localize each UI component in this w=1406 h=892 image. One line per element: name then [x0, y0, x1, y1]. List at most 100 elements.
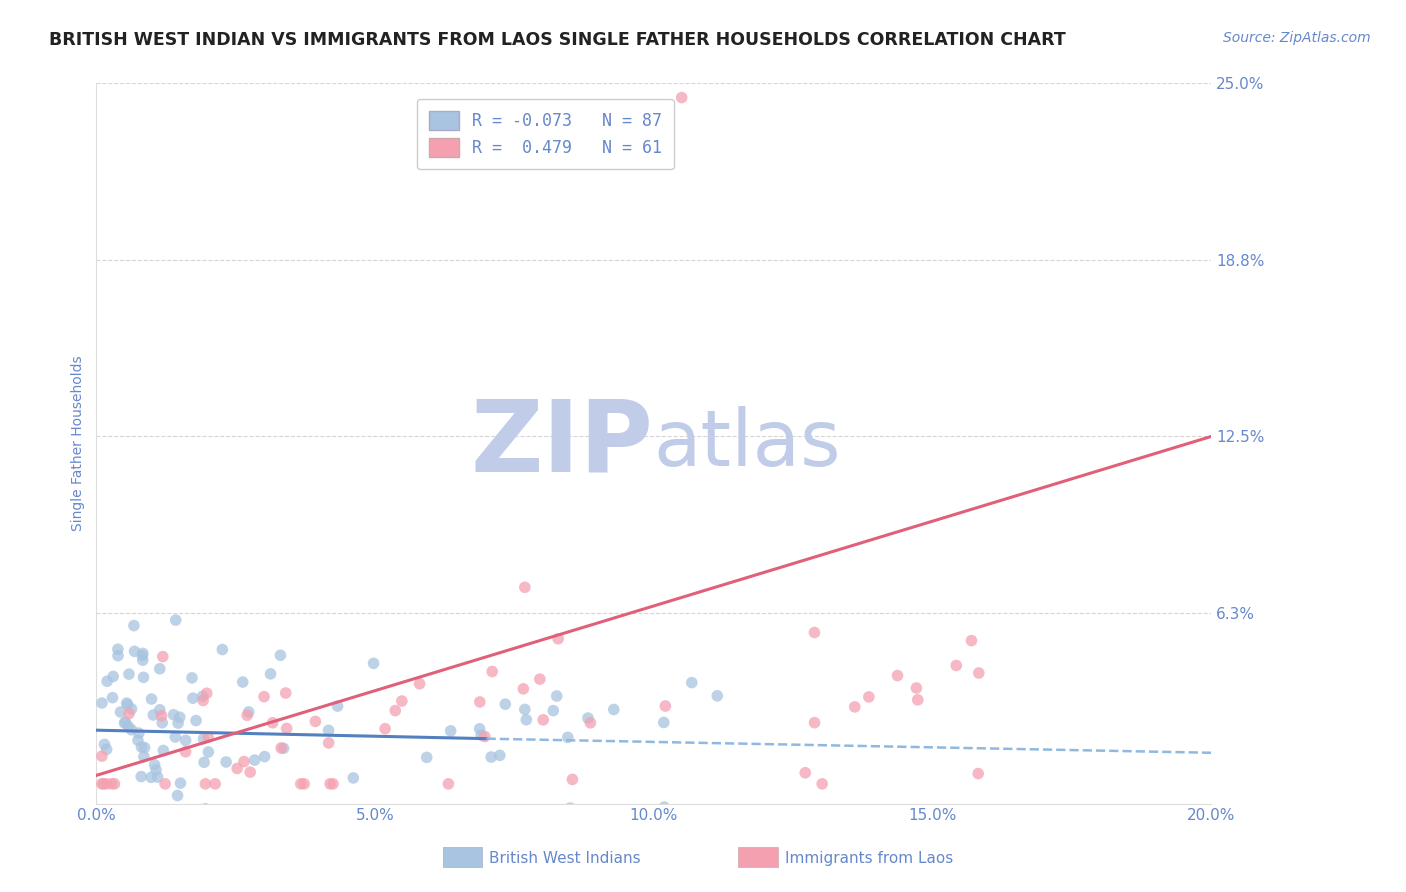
Point	[579, 715, 602, 730]
Point	[479, 750, 502, 764]
Point	[149, 662, 172, 676]
Point	[253, 749, 276, 764]
Point	[945, 658, 967, 673]
Point	[269, 648, 291, 663]
Text: Immigrants from Laos: Immigrants from Laos	[785, 851, 953, 866]
Point	[494, 697, 516, 711]
Point	[342, 771, 364, 785]
Point	[232, 675, 254, 690]
Point	[652, 800, 675, 814]
Point	[322, 777, 344, 791]
Point	[191, 693, 214, 707]
Point	[150, 715, 173, 730]
Point	[326, 699, 349, 714]
Point	[132, 749, 155, 764]
Point	[152, 743, 174, 757]
Point	[384, 704, 406, 718]
Point	[121, 702, 143, 716]
Point	[90, 749, 112, 764]
Point	[468, 695, 491, 709]
Point	[803, 625, 825, 640]
Point	[134, 740, 156, 755]
Point	[174, 733, 197, 747]
Point	[706, 689, 728, 703]
Point	[129, 770, 152, 784]
Point	[124, 644, 146, 658]
Point	[543, 704, 565, 718]
Point	[197, 730, 219, 744]
Text: atlas: atlas	[654, 406, 841, 482]
Point	[276, 722, 298, 736]
Point	[319, 777, 342, 791]
Point	[363, 657, 385, 671]
Y-axis label: Single Father Households: Single Father Households	[72, 356, 86, 532]
Point	[489, 748, 512, 763]
Point	[654, 698, 676, 713]
Point	[149, 703, 172, 717]
Point	[274, 686, 297, 700]
Point	[96, 674, 118, 689]
Point	[513, 702, 536, 716]
Point	[118, 706, 141, 721]
Point	[273, 741, 295, 756]
Point	[226, 761, 249, 775]
Point	[122, 618, 145, 632]
Point	[132, 670, 155, 684]
Point	[167, 716, 190, 731]
Point	[101, 690, 124, 705]
Point	[531, 713, 554, 727]
Point	[290, 777, 312, 791]
Point	[110, 705, 132, 719]
Point	[114, 716, 136, 731]
Point	[162, 707, 184, 722]
Point	[886, 668, 908, 682]
Point	[515, 713, 537, 727]
Point	[194, 777, 217, 791]
Point	[114, 715, 136, 730]
Point	[794, 765, 817, 780]
Point	[468, 722, 491, 736]
Point	[652, 715, 675, 730]
Point	[215, 755, 238, 769]
Point	[96, 742, 118, 756]
Point	[132, 653, 155, 667]
Point	[115, 696, 138, 710]
Point	[391, 694, 413, 708]
Point	[127, 733, 149, 747]
Point	[239, 765, 262, 780]
Point	[141, 770, 163, 784]
Point	[197, 745, 219, 759]
Point	[253, 690, 276, 704]
Point	[94, 777, 117, 791]
Point	[292, 777, 315, 791]
Point	[470, 728, 492, 742]
Point	[181, 671, 204, 685]
Point	[107, 648, 129, 663]
Point	[141, 692, 163, 706]
Point	[152, 649, 174, 664]
Point	[181, 691, 204, 706]
Point	[243, 753, 266, 767]
Point	[194, 802, 217, 816]
Point	[437, 777, 460, 791]
Point	[905, 681, 928, 695]
Point	[547, 632, 569, 646]
Point	[191, 689, 214, 703]
Point	[481, 665, 503, 679]
Point	[90, 777, 112, 791]
Point	[603, 702, 626, 716]
Point	[238, 705, 260, 719]
Point	[440, 723, 463, 738]
Point	[318, 736, 340, 750]
Point	[546, 689, 568, 703]
Point	[967, 766, 990, 780]
Point	[557, 731, 579, 745]
Point	[561, 772, 583, 787]
Point	[512, 681, 534, 696]
Point	[803, 715, 825, 730]
Point	[907, 693, 929, 707]
Point	[304, 714, 326, 729]
Point	[193, 756, 215, 770]
Point	[120, 723, 142, 737]
Text: Source: ZipAtlas.com: Source: ZipAtlas.com	[1223, 31, 1371, 45]
